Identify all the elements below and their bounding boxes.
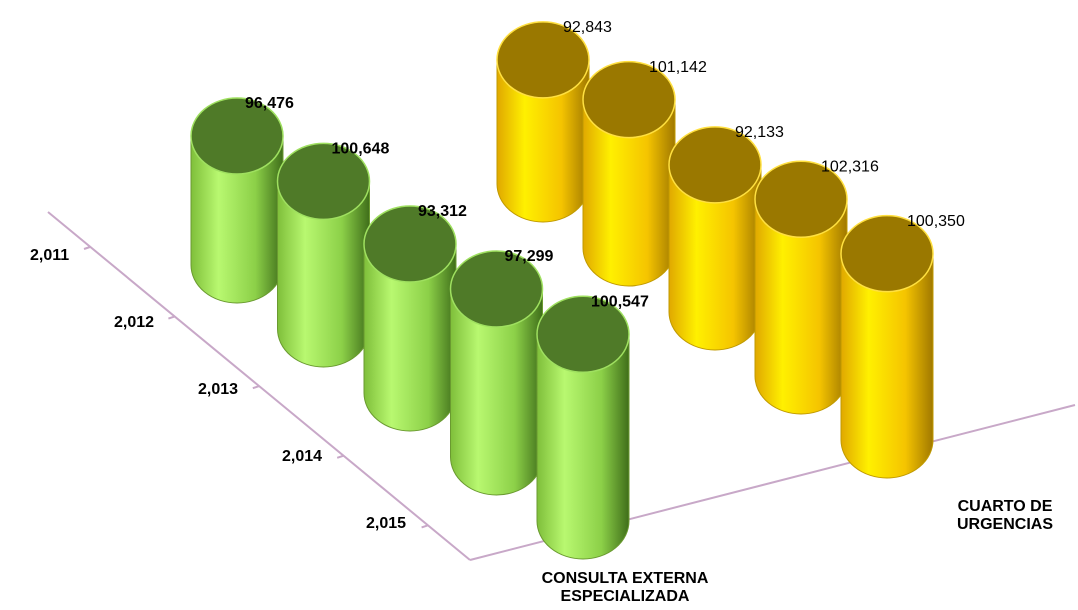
cylinder-top [190,97,284,175]
category-label: 2,012 [114,314,154,331]
axis-tick [336,454,344,459]
series-label: CUARTO DE URGENCIAS [956,498,1053,533]
cylinder-top [536,295,630,374]
value-label: 96,476 [245,95,294,112]
cylinder [363,205,457,432]
value-label: 102,316 [821,159,879,176]
series-label: CONSULTA EXTERNA ESPECIALIZADA [541,570,709,605]
cylinder-body [536,333,630,560]
axis-tick [168,315,175,320]
cylinder-top [449,250,544,328]
cylinder [754,160,848,415]
value-label: 93,312 [418,203,467,220]
axis-tick [83,246,91,250]
category-label: 2,013 [198,381,238,398]
value-label: 97,299 [505,248,554,265]
value-label: 100,547 [591,294,649,311]
value-label: 100,648 [332,141,390,158]
cylinder [449,250,544,496]
value-label: 100,350 [907,213,965,230]
category-label: 2,015 [366,515,406,532]
cylinder-top [840,214,934,293]
depth-axis [47,211,471,561]
cylinder-top [496,21,590,99]
value-label: 101,142 [649,59,707,76]
cylinder-top [668,126,762,204]
category-label: 2,014 [282,448,322,465]
cylinder [668,126,762,351]
cylinder [840,214,934,479]
cylinder-top [363,205,457,283]
cylinder-top [582,60,676,139]
axis-tick [252,385,260,390]
cylinder [276,142,371,368]
value-label: 92,843 [563,19,612,36]
cylinder [496,21,590,223]
cylinder [190,97,284,304]
cylinder-top [754,160,848,239]
cylinder-body [840,253,934,479]
axis-tick [421,524,428,529]
cylinder [536,295,630,560]
category-label: 2,011 [30,247,69,264]
cylinder-top [276,142,371,221]
value-label: 92,133 [735,124,784,141]
cylinder [582,60,676,287]
